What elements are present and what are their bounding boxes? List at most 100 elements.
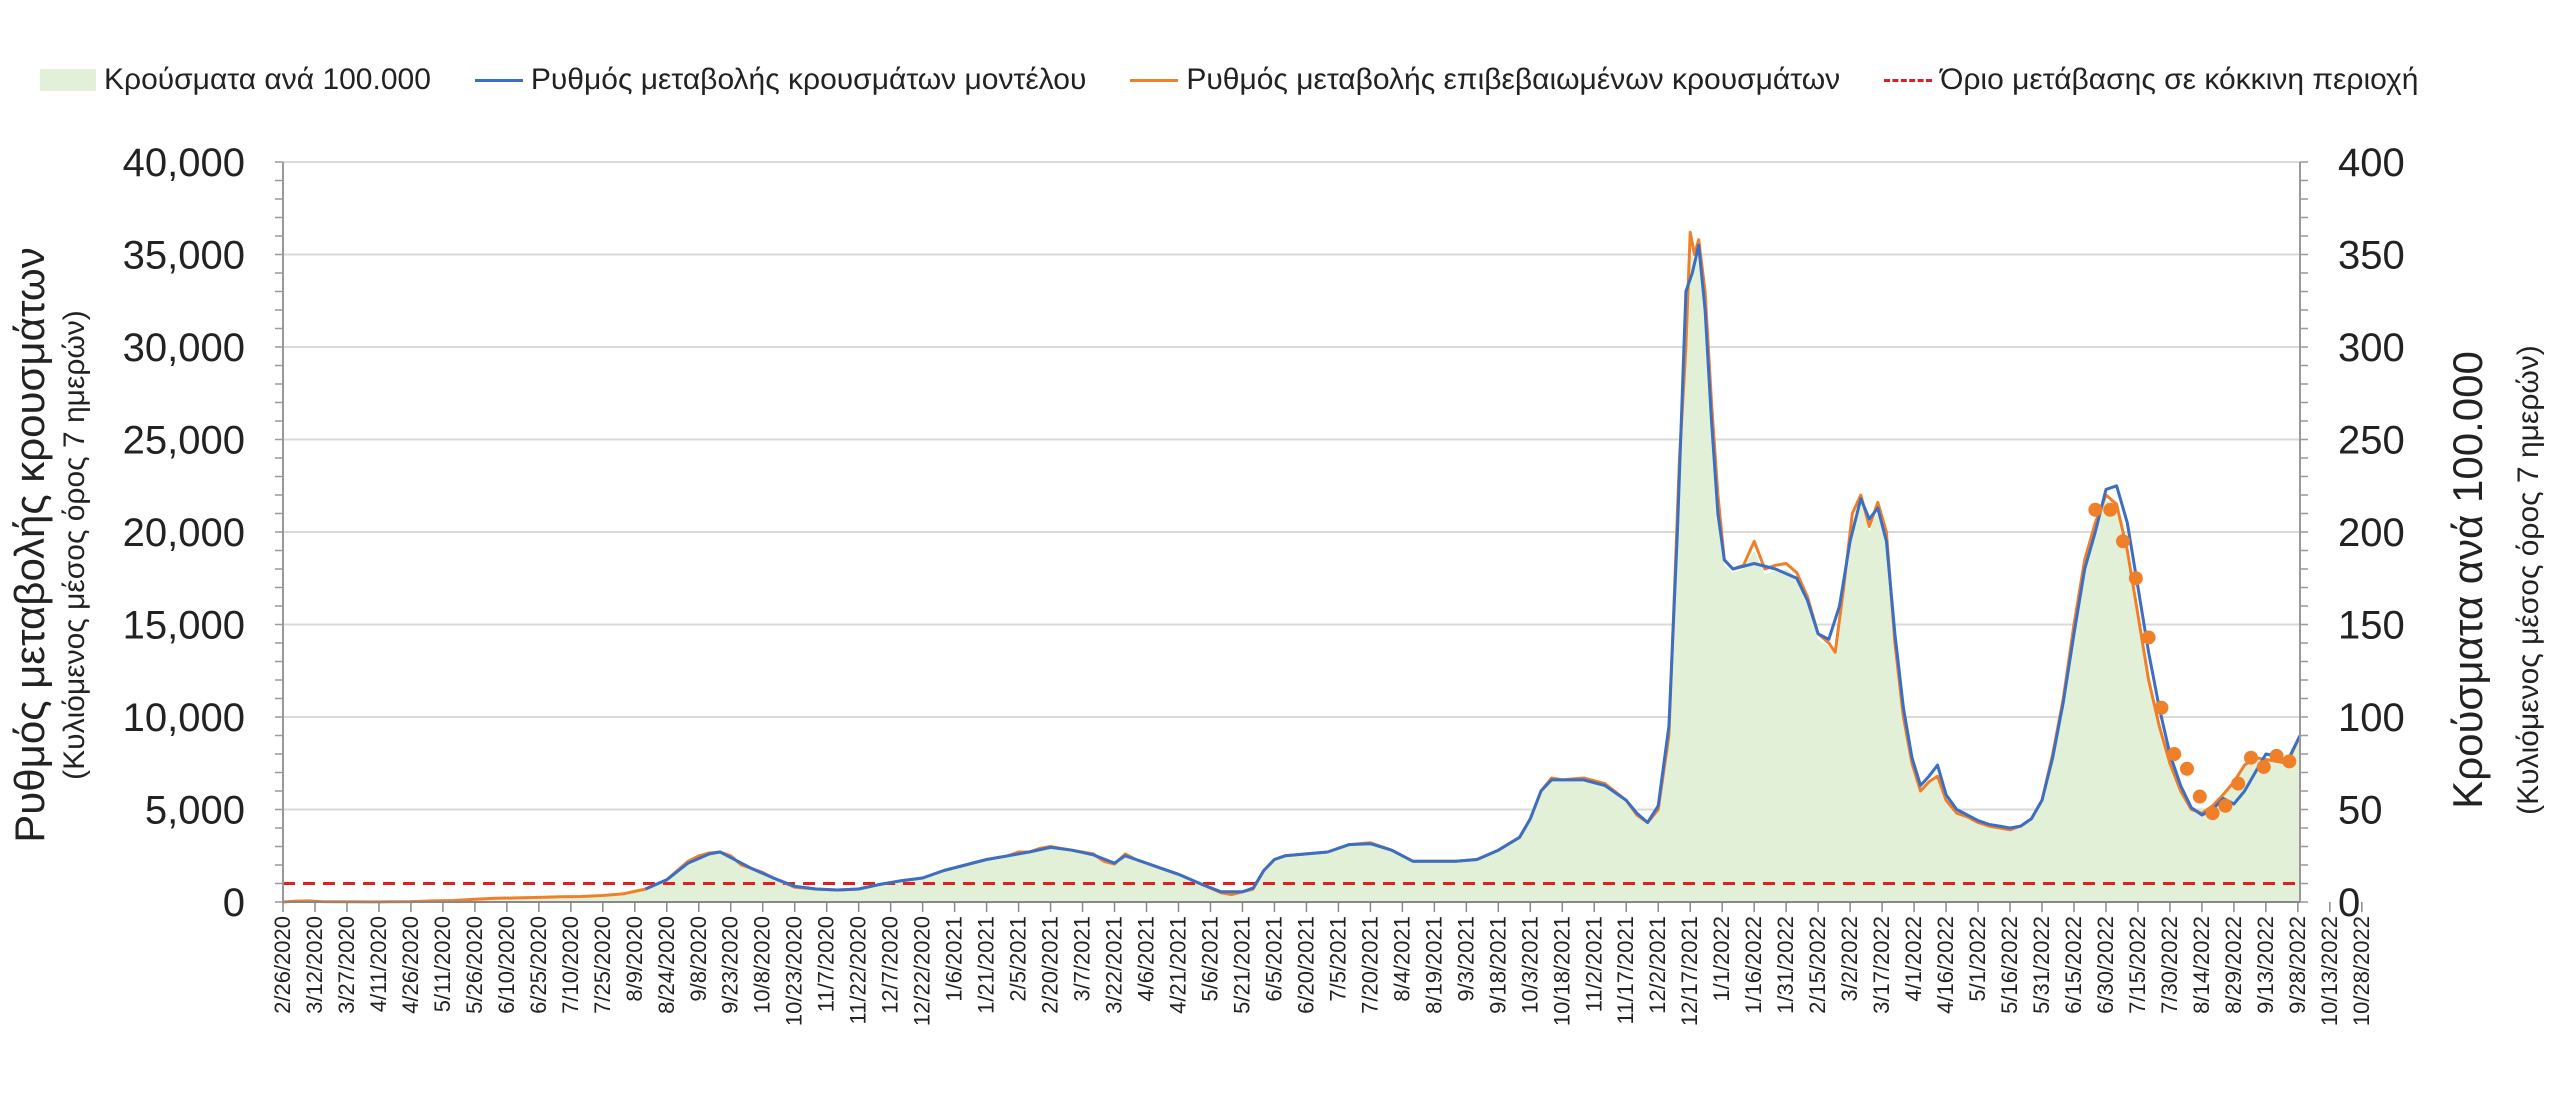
left-y-tick-labels: 0 5,000 10,000 15,000 20,000 25,000 30,000 35,0… <box>123 141 245 925</box>
gridlines <box>283 161 2300 811</box>
x-tick-label: 8/24/2020 <box>654 916 679 1014</box>
confirmed-rate-marker <box>2269 748 2284 763</box>
confirmed-rate-marker <box>2116 534 2131 549</box>
confirmed-rate-marker <box>2256 759 2271 774</box>
x-tick-label: 4/11/2020 <box>366 916 391 1012</box>
confirmed-rate-marker <box>2128 571 2143 586</box>
right-y-tick-label: 300 <box>2338 326 2405 370</box>
confirmed-rate-marker <box>2243 750 2258 765</box>
x-tick-label: 4/16/2022 <box>1933 916 1958 1014</box>
x-tick-label: 8/9/2020 <box>622 916 647 1002</box>
series-lines-layer <box>282 230 2302 904</box>
x-tick-label: 2/26/2020 <box>270 916 295 1014</box>
x-tick-label: 5/11/2020 <box>430 916 455 1012</box>
legend: Κρούσματα ανά 100.000 Ρυθμός μεταβολής κ… <box>40 60 2540 100</box>
x-tick-label: 8/29/2022 <box>2221 916 2246 1014</box>
confirmed-rate-marker <box>2088 502 2103 517</box>
legend-item-cases: Κρούσματα ανά 100.000 <box>40 63 431 97</box>
x-tick-label: 5/6/2021 <box>1197 916 1222 1002</box>
x-tick-label: 4/6/2021 <box>1134 916 1159 1002</box>
right-y-tick-label: 150 <box>2338 604 2405 648</box>
legend-item-threshold: Όριο μετάβασης σε κόκκινη περιοχή <box>1884 63 2418 97</box>
right-y-tick-label: 50 <box>2338 789 2383 833</box>
right-axis-title: Κρούσματα ανά 100.000 <box>2444 351 2491 809</box>
x-tick-label: 10/8/2020 <box>750 916 775 1014</box>
x-tick-label: 12/22/2020 <box>910 916 935 1026</box>
left-y-tick-label: 5,000 <box>145 789 245 833</box>
legend-swatch-area <box>40 69 96 91</box>
x-tick-label: 4/1/2022 <box>1901 916 1926 1002</box>
x-tick-label: 8/4/2021 <box>1389 916 1414 1002</box>
left-y-tick-label: 15,000 <box>123 604 245 648</box>
legend-item-model: Ρυθμός μεταβολής κρουσμάτων μοντέλου <box>474 63 1087 97</box>
legend-label-confirmed: Ρυθμός μεταβολής επιβεβαιωμένων κρουσμάτ… <box>1186 63 1841 96</box>
cases-area-layer <box>283 245 2300 903</box>
x-tick-label: 3/27/2020 <box>334 916 359 1014</box>
left-y-tick-label: 10,000 <box>123 696 245 740</box>
x-tick-label: 2/5/2021 <box>1006 916 1031 1002</box>
x-tick-label: 6/30/2022 <box>2093 916 2118 1014</box>
legend-swatch-blue-line <box>474 78 523 82</box>
left-y-tick-label: 0 <box>223 881 245 925</box>
x-tick-label: 5/31/2022 <box>2029 916 2054 1014</box>
x-tick-label: 7/10/2020 <box>558 916 583 1014</box>
x-tick-label: 9/28/2022 <box>2285 916 2310 1014</box>
confirmed-rate-marker <box>2205 806 2220 821</box>
x-tick-label: 6/25/2020 <box>526 916 551 1014</box>
x-tick-label: 5/26/2020 <box>462 916 487 1014</box>
x-tick-label: 7/25/2020 <box>590 916 615 1014</box>
x-tick-label: 4/26/2020 <box>398 916 423 1014</box>
confirmed-rate-marker <box>2179 761 2194 776</box>
model-rate-line <box>644 243 2302 894</box>
x-tick-label: 10/13/2022 <box>2317 916 2342 1026</box>
confirmed-rate-marker <box>2231 776 2246 791</box>
legend-label-model: Ρυθμός μεταβολής κρουσμάτων μοντέλου <box>530 63 1087 96</box>
right-y-tick-labels: 0 50 100 150 200 250 300 350 400 <box>2338 141 2405 925</box>
x-tick-label: 6/20/2021 <box>1293 916 1318 1014</box>
right-y-tick-label: 400 <box>2338 141 2405 185</box>
x-tick-label: 3/22/2021 <box>1102 916 1127 1014</box>
x-tick-label: 7/5/2021 <box>1325 916 1350 1002</box>
x-tick-label: 1/31/2022 <box>1773 916 1798 1014</box>
legend-label-threshold: Όριο μετάβασης σε κόκκινη περιοχή <box>1940 63 2419 96</box>
markers-layer <box>2088 502 2297 821</box>
x-tick-label: 1/21/2021 <box>974 916 999 1014</box>
x-tick-label: 5/21/2021 <box>1229 916 1254 1014</box>
x-tick-label: 3/7/2021 <box>1070 916 1095 1002</box>
axes-layer <box>275 161 2363 912</box>
x-tick-label: 12/7/2020 <box>878 916 903 1014</box>
confirmed-rate-marker <box>2192 789 2207 804</box>
right-y-tick-label: 250 <box>2338 419 2405 463</box>
left-y-tick-label: 25,000 <box>123 419 245 463</box>
x-tick-label: 9/8/2020 <box>686 916 711 1002</box>
right-y-tick-label: 100 <box>2338 696 2405 740</box>
x-tick-label: 1/1/2022 <box>1709 916 1734 1002</box>
x-tick-label: 4/21/2021 <box>1165 916 1190 1014</box>
x-tick-label: 11/17/2021 <box>1613 916 1638 1024</box>
confirmed-rate-marker <box>2167 747 2182 761</box>
x-tick-label: 9/18/2021 <box>1485 916 1510 1014</box>
x-tick-label: 8/19/2021 <box>1421 916 1446 1014</box>
x-tick-label: 10/18/2021 <box>1549 916 1574 1026</box>
x-tick-label: 12/17/2021 <box>1677 916 1702 1026</box>
x-tick-label: 7/30/2022 <box>2157 916 2182 1014</box>
x-tick-labels: 2/26/2020 3/12/2020 3/27/2020 4/11/2020 4/26… <box>270 916 2374 1026</box>
legend-swatch-orange-line <box>1130 78 1179 82</box>
x-tick-label: 6/15/2022 <box>2061 916 2086 1014</box>
legend-swatch-red-dashed <box>1884 78 1933 82</box>
left-y-tick-label: 40,000 <box>123 141 245 185</box>
cases-per-100k-area <box>283 245 2300 903</box>
x-tick-label: 10/3/2021 <box>1517 916 1542 1014</box>
x-tick-label: 9/3/2021 <box>1453 916 1478 1002</box>
confirmed-rate-marker <box>2218 798 2233 813</box>
confirmed-rate-marker <box>2154 700 2169 715</box>
x-tick-label: 3/2/2022 <box>1837 916 1862 1002</box>
left-axis-title: Ρυθμός μεταβολής κρουσμάτων <box>6 247 53 842</box>
legend-label-cases: Κρούσματα ανά 100.000 <box>104 63 431 96</box>
x-tick-label: 8/14/2022 <box>2189 916 2214 1014</box>
x-tick-label: 7/20/2021 <box>1357 916 1382 1014</box>
right-y-tick-label: 200 <box>2338 511 2405 555</box>
left-axis-subtitle: (Κυλιόμενος μέσος όρος 7 ημερών) <box>58 310 91 780</box>
x-tick-label: 11/22/2020 <box>846 916 871 1024</box>
